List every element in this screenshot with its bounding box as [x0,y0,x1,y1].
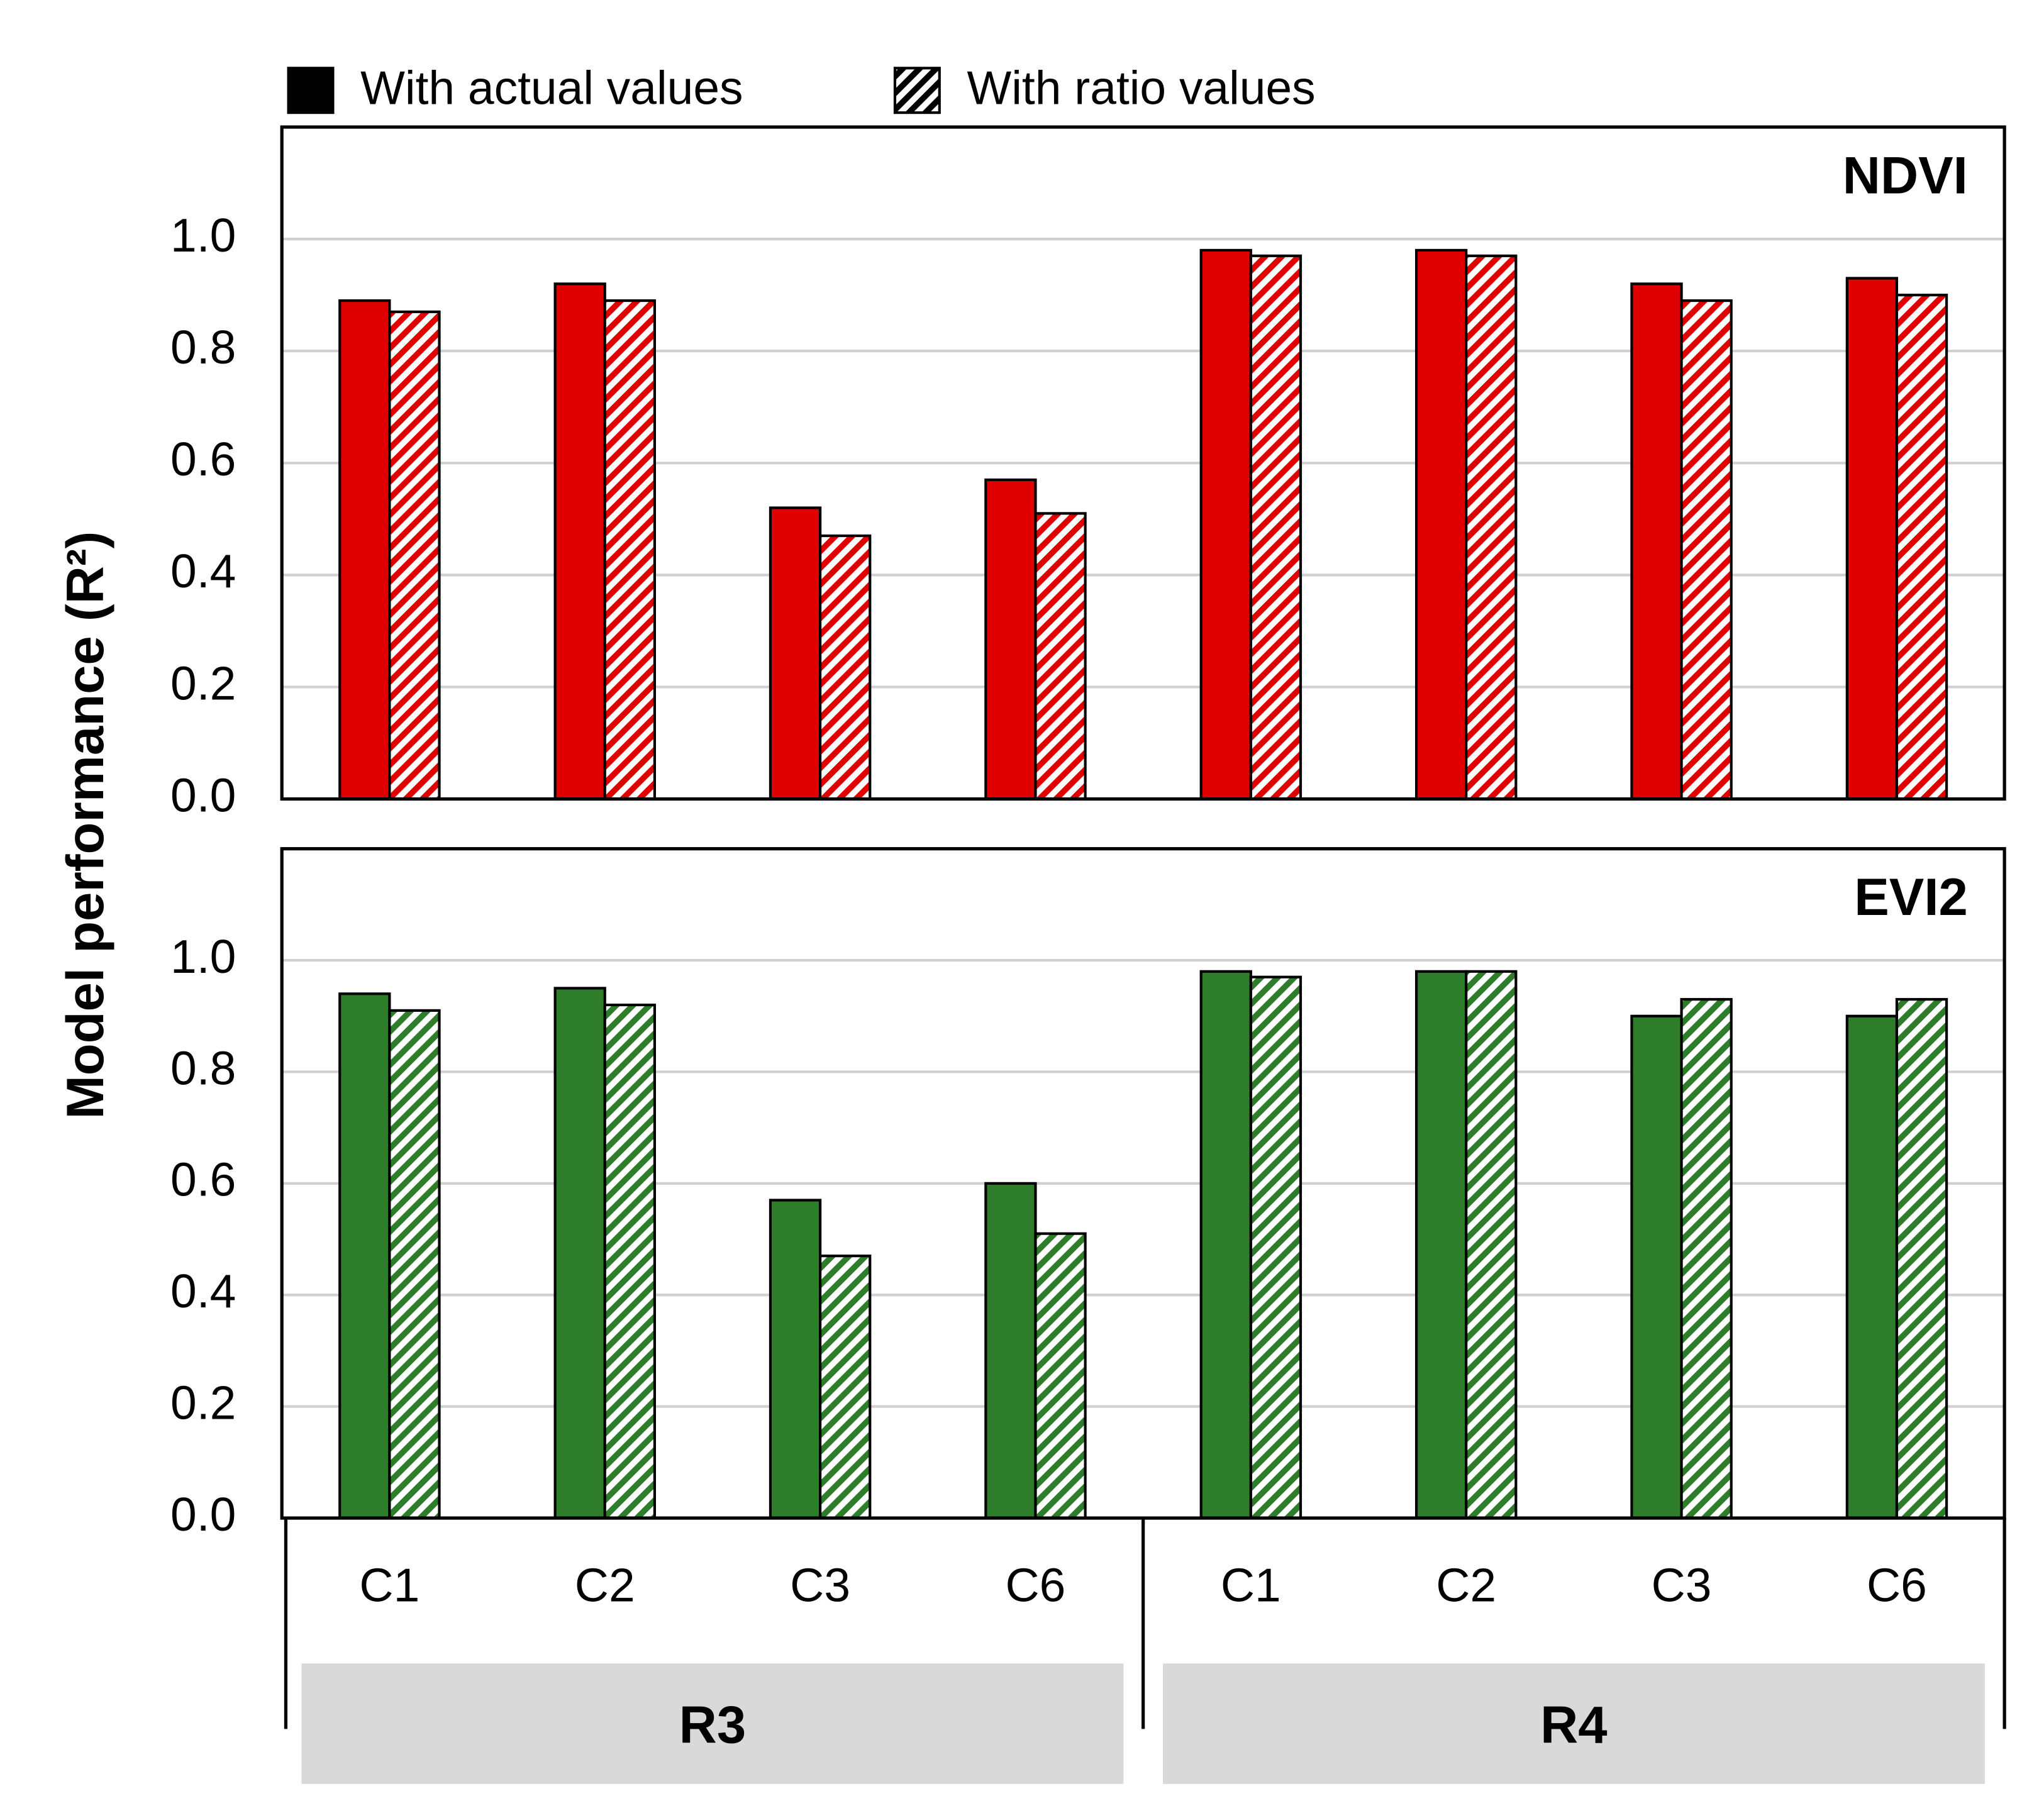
bar [819,1255,872,1520]
x-tick-label: C3 [1652,1558,1712,1611]
x-tick-label: C3 [790,1558,850,1611]
bar [1199,970,1252,1520]
bar [1034,1232,1087,1520]
x-tick-label: C2 [575,1558,635,1611]
bar [553,987,606,1520]
y-tick-label: 0.4 [170,545,236,597]
bar [338,992,391,1520]
bar [1895,294,1948,801]
bar [1034,512,1087,801]
group-box [301,1663,1124,1784]
legend-swatch [893,67,941,114]
bar [1414,970,1468,1520]
y-tick-label: 0.0 [170,1488,236,1541]
bar [1465,970,1518,1520]
y-tick-label: 1.0 [170,930,236,983]
bar [769,506,822,801]
bar [603,1003,656,1520]
bar [1845,1014,1899,1520]
y-tick-label: 0.8 [170,321,236,374]
bar [984,478,1037,801]
bar [1630,1014,1683,1520]
group-label: R3 [679,1695,746,1754]
x-tick-label: C6 [1867,1558,1927,1611]
bar [1630,282,1683,801]
bar [769,1199,822,1520]
y-tick-label: 0.6 [170,433,236,485]
panel-title: NDVI [1843,146,1968,204]
legend-label: With ratio values [967,62,1316,114]
y-tick-label: 0.2 [170,1376,236,1429]
group-box [1162,1663,1985,1784]
x-tick-label: C2 [1436,1558,1496,1611]
panel-title: EVI2 [1854,868,1968,926]
bar [1845,277,1899,801]
bar [1680,299,1733,801]
bar [1249,975,1302,1520]
bar [1199,248,1252,801]
bar [1680,998,1733,1520]
y-tick-label: 0.0 [170,768,236,821]
y-tick-label: 0.2 [170,657,236,709]
y-tick-label: 0.4 [170,1265,236,1317]
bar [984,1182,1037,1520]
bar [1414,248,1468,801]
bar [819,534,872,801]
bar [1895,998,1948,1520]
x-tick-label: C6 [1006,1558,1066,1611]
bar [603,299,656,801]
y-tick-label: 0.8 [170,1041,236,1094]
bar [1249,254,1302,801]
bar [553,282,606,801]
group-label: R4 [1540,1695,1607,1754]
y-axis-label: Model performance (R²) [56,531,114,1119]
y-tick-label: 1.0 [170,209,236,262]
bar [338,299,391,801]
plot-frame [280,125,2006,801]
legend-swatch [287,67,335,114]
x-tick-label: C1 [359,1558,419,1611]
y-tick-label: 0.6 [170,1153,236,1206]
x-tick-label: C1 [1221,1558,1281,1611]
legend-label: With actual values [360,62,743,114]
bar [388,310,441,801]
bar [388,1009,441,1520]
bar [1465,254,1518,801]
